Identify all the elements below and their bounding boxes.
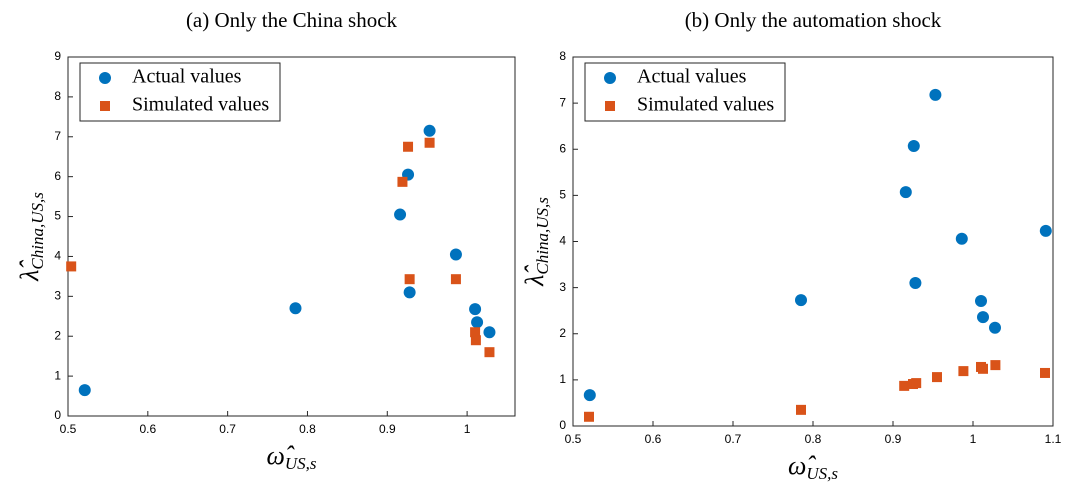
point	[795, 294, 807, 307]
point	[423, 124, 436, 137]
point	[907, 140, 920, 153]
point	[424, 137, 435, 148]
point	[955, 232, 968, 245]
y-tick-label: 3	[559, 280, 566, 294]
y-tick-label: 6	[559, 141, 566, 155]
point	[470, 335, 481, 346]
y-tick-label: 7	[54, 129, 61, 143]
point	[989, 321, 1001, 334]
x-axis-label: ω̂US,s	[788, 451, 838, 483]
y-tick-label: 4	[54, 249, 61, 263]
point	[397, 176, 408, 187]
point	[911, 378, 922, 389]
legend-box	[584, 62, 786, 122]
point	[1039, 224, 1052, 237]
y-tick-label: 2	[559, 326, 566, 340]
legend-label: Simulated values	[637, 94, 774, 116]
point	[583, 389, 596, 402]
point	[471, 316, 484, 329]
legend-marker	[100, 101, 110, 111]
point	[1040, 367, 1050, 378]
y-axis-label: λ̂China,US,s	[15, 192, 47, 282]
x-tick-label: 0.6	[645, 432, 662, 446]
x-axis-label-subscript: US,s	[806, 464, 838, 483]
point	[403, 286, 416, 299]
y-tick-label: 3	[54, 289, 61, 303]
y-tick-label: 4	[559, 234, 566, 248]
x-tick-label: 1	[970, 432, 977, 446]
point	[470, 327, 481, 338]
chart-title: (b) Only the automation shock	[685, 8, 942, 32]
plot-frame	[67, 56, 516, 417]
x-tick-label: 0.9	[885, 432, 902, 446]
chart-title: (a) Only the China shock	[186, 8, 398, 32]
point	[403, 141, 414, 152]
x-tick-label: 0.9	[379, 422, 396, 436]
point	[289, 302, 302, 315]
x-tick-label: 0.7	[219, 422, 236, 436]
point	[796, 404, 806, 415]
y-tick-label: 5	[559, 188, 566, 202]
point	[483, 326, 496, 339]
x-tick-label: 0.5	[565, 432, 582, 446]
legend-marker	[604, 72, 616, 84]
y-tick-label: 6	[54, 169, 61, 183]
point	[899, 380, 910, 391]
point	[469, 303, 482, 316]
legend-box	[79, 62, 281, 122]
point	[78, 384, 91, 397]
x-tick-label: 1	[464, 422, 471, 436]
x-tick-label: 0.6	[139, 422, 156, 436]
point	[394, 208, 407, 221]
point	[66, 261, 77, 272]
x-axis-label: ω̂US,s	[266, 441, 316, 473]
y-tick-label: 0	[559, 418, 566, 432]
x-tick-label: 0.5	[60, 422, 77, 436]
point	[584, 411, 594, 422]
legend-label: Actual values	[132, 66, 242, 88]
point	[975, 295, 987, 308]
y-axis-label-subscript: China,US,s	[28, 192, 47, 270]
point	[484, 347, 495, 358]
x-tick-label: 1.1	[1045, 432, 1062, 446]
y-tick-label: 1	[559, 372, 566, 386]
legend-marker	[99, 72, 111, 84]
x-tick-label: 0.8	[805, 432, 822, 446]
point	[958, 366, 969, 377]
x-axis-label-subscript: US,s	[285, 454, 317, 473]
y-tick-label: 8	[54, 89, 61, 103]
y-tick-label: 0	[54, 408, 61, 422]
y-tick-label: 5	[54, 209, 61, 223]
y-axis-label: λ̂China,US,s	[520, 197, 552, 287]
point	[977, 311, 989, 324]
point	[909, 277, 922, 290]
point	[899, 186, 912, 199]
y-tick-label: 1	[54, 368, 61, 382]
point	[404, 274, 415, 285]
point	[449, 248, 462, 261]
point	[978, 363, 988, 374]
y-tick-label: 2	[54, 328, 61, 342]
point	[929, 88, 942, 101]
y-tick-label: 7	[559, 95, 566, 109]
point	[990, 360, 1001, 371]
legend-label: Actual values	[637, 66, 747, 88]
point	[932, 372, 942, 383]
legend-label: Simulated values	[132, 94, 269, 116]
y-tick-label: 8	[559, 49, 566, 63]
y-axis-label-subscript: China,US,s	[533, 197, 552, 275]
x-tick-label: 0.7	[725, 432, 742, 446]
point	[450, 274, 461, 285]
legend-marker	[605, 101, 615, 111]
y-tick-label: 9	[54, 49, 61, 63]
x-tick-label: 0.8	[299, 422, 316, 436]
